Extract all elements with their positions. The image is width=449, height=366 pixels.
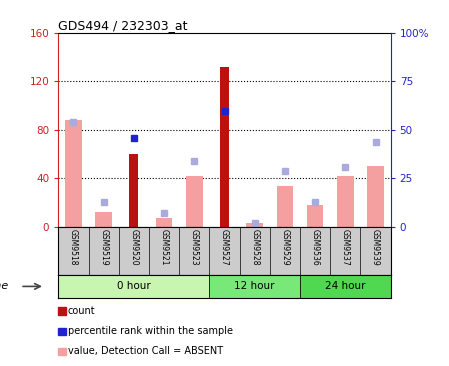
Text: 24 hour: 24 hour — [325, 281, 365, 291]
Text: 0 hour: 0 hour — [117, 281, 151, 291]
Text: GSM9539: GSM9539 — [371, 229, 380, 266]
Bar — [337, 176, 354, 227]
Bar — [58, 274, 209, 298]
Text: percentile rank within the sample: percentile rank within the sample — [68, 326, 233, 336]
Text: GDS494 / 232303_at: GDS494 / 232303_at — [58, 19, 188, 32]
Text: GSM9536: GSM9536 — [311, 229, 320, 266]
Text: value, Detection Call = ABSENT: value, Detection Call = ABSENT — [68, 346, 223, 356]
Text: GSM9523: GSM9523 — [190, 229, 199, 266]
Bar — [209, 274, 300, 298]
Bar — [220, 67, 229, 227]
Text: time: time — [0, 281, 9, 291]
Text: GSM9521: GSM9521 — [159, 229, 168, 266]
Bar — [277, 186, 293, 227]
Text: GSM9537: GSM9537 — [341, 229, 350, 266]
Bar — [65, 120, 82, 227]
Bar — [186, 176, 202, 227]
Text: GSM9528: GSM9528 — [250, 229, 259, 266]
Bar — [129, 154, 138, 227]
Text: GSM9527: GSM9527 — [220, 229, 229, 266]
Text: GSM9520: GSM9520 — [129, 229, 138, 266]
Bar — [156, 219, 172, 227]
Text: count: count — [68, 306, 96, 316]
Bar — [367, 166, 384, 227]
Bar — [95, 212, 112, 227]
Bar — [300, 274, 391, 298]
Bar — [247, 223, 263, 227]
Text: 12 hour: 12 hour — [234, 281, 275, 291]
Text: GSM9519: GSM9519 — [99, 229, 108, 266]
Text: GSM9529: GSM9529 — [281, 229, 290, 266]
Bar — [307, 205, 323, 227]
Text: GSM9518: GSM9518 — [69, 229, 78, 266]
